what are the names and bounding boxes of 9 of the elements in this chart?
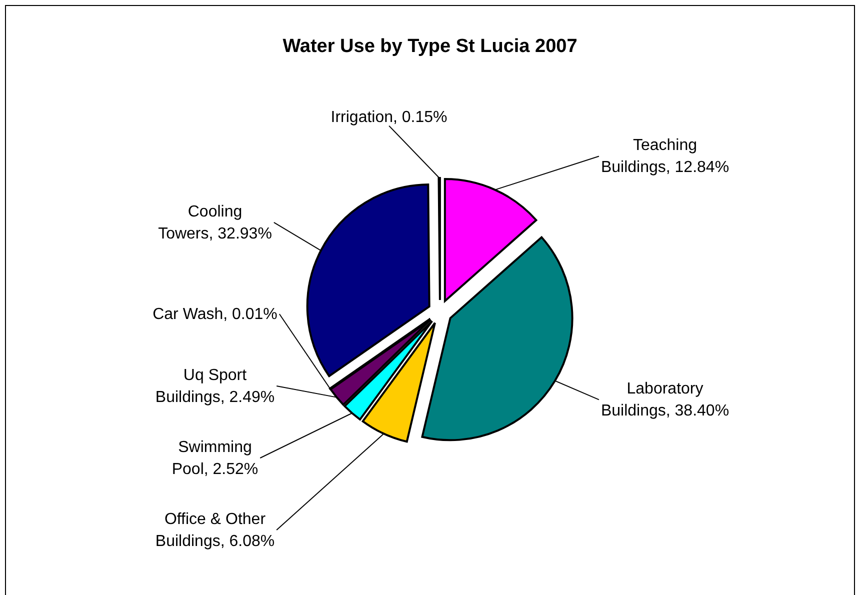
legend-label: Laboratory Buildings, 38.40%	[600, 380, 730, 420]
slice-label: Teaching Buildings, 12.84%	[600, 137, 730, 176]
slice-label: Uq Sport Buildings, 2.49%	[155, 367, 275, 406]
slice-label: Car Wash, 0.01%	[152, 306, 278, 323]
slice-label: Cooling Towers, 32.93%	[158, 203, 272, 242]
chart-title: Water Use by Type St Lucia 2007	[282, 36, 578, 57]
slice-label: Swimming Pool, 2.52%	[172, 439, 258, 478]
slice-label: Irrigation, 0.15%	[330, 108, 448, 126]
slice-label: Office & Other Buildings, 6.08%	[155, 511, 275, 550]
